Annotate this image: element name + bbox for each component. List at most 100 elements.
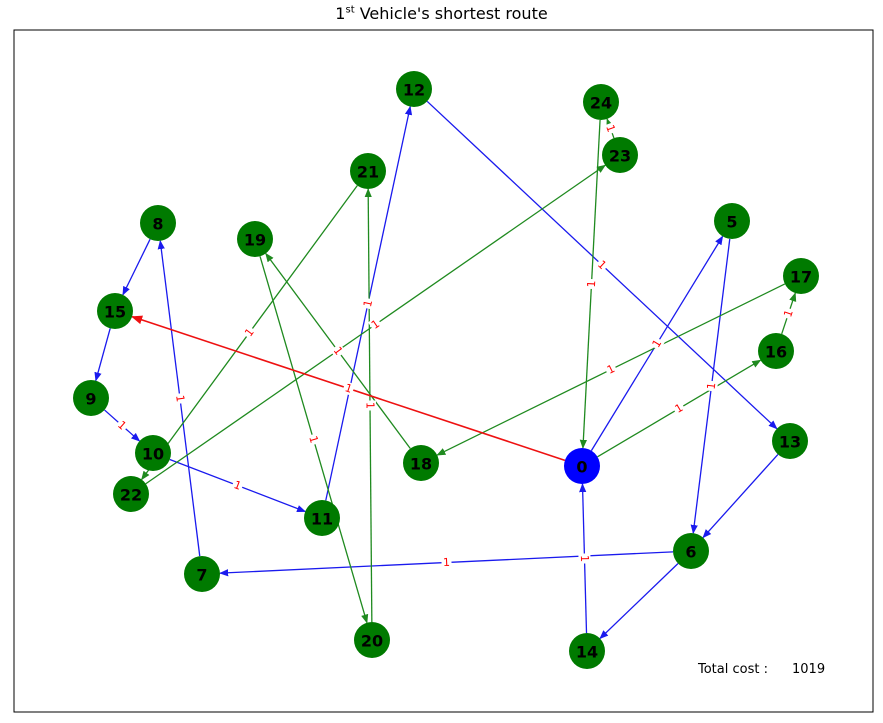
node-label-8: 8: [152, 215, 163, 234]
edge-label-bg-16-17: [781, 306, 796, 321]
title-text: Vehicle's shortest route: [354, 4, 548, 23]
node-label-0: 0: [576, 458, 587, 477]
edge-13-6: [702, 453, 779, 539]
node-label-22: 22: [120, 486, 142, 505]
edge-label-19-20: 1: [306, 434, 320, 444]
edge-label-bg-14-0: [578, 553, 591, 564]
node-circle-24: [583, 84, 619, 120]
node-circle-7: [184, 556, 220, 592]
edge-label-bg-23-24: [603, 121, 618, 136]
node-circle-9: [73, 380, 109, 416]
edge-label-bg-10-11: [230, 478, 245, 493]
edge-label-bg-5-6: [704, 380, 719, 392]
edge-label-bg-18-19: [330, 343, 346, 359]
edge-label-bg-0-15: [341, 381, 356, 396]
node-6: 6: [673, 533, 709, 569]
node-11: 11: [304, 500, 340, 536]
node-label-12: 12: [403, 81, 425, 100]
node-9: 9: [73, 380, 109, 416]
edge-label-16-17: 1: [781, 308, 796, 319]
title-ordinal-suffix: st: [345, 4, 355, 16]
edge-label-10-11: 1: [232, 478, 243, 493]
node-16: 16: [758, 333, 794, 369]
node-circle-8: [140, 205, 176, 241]
edge-label-bg-17-18: [603, 361, 619, 378]
node-19: 19: [237, 221, 273, 257]
edge-label-24-0: 1: [585, 280, 598, 288]
edge-label-bg-24-0: [585, 278, 598, 290]
title-ordinal: 1: [335, 4, 346, 23]
node-circle-17: [783, 258, 819, 294]
edge-6-14: [599, 563, 679, 640]
edge-label-11-12: 1: [361, 299, 375, 309]
edge-label-14-0: 1: [578, 555, 591, 562]
node-circle-22: [113, 476, 149, 512]
node-label-15: 15: [104, 303, 126, 322]
node-label-19: 19: [244, 231, 266, 250]
node-circle-19: [237, 221, 273, 257]
node-label-6: 6: [685, 543, 696, 562]
node-circle-20: [354, 622, 390, 658]
node-label-16: 16: [765, 343, 787, 362]
node-label-17: 17: [790, 268, 812, 287]
node-circle-10: [135, 435, 171, 471]
node-label-18: 18: [410, 455, 432, 474]
edge-label-20-21: 1: [363, 402, 376, 409]
node-24: 24: [583, 84, 619, 120]
edge-label-5-6: 1: [705, 382, 719, 391]
edge-15-9: [94, 328, 111, 382]
node-circle-14: [569, 633, 605, 669]
node-label-5: 5: [726, 213, 737, 232]
edge-label-bg-6-7: [441, 556, 452, 569]
node-circle-0: [564, 448, 600, 484]
node-0: 0: [564, 448, 600, 484]
edge-label-0-15: 1: [343, 381, 354, 396]
node-label-13: 13: [779, 433, 801, 452]
edge-label-bg-20-21: [363, 400, 377, 411]
edge-label-bg-11-12: [361, 297, 375, 310]
node-circle-11: [304, 500, 340, 536]
edge-8-15: [122, 238, 151, 296]
node-12: 12: [396, 71, 432, 107]
node-label-10: 10: [142, 445, 164, 464]
node-5: 5: [714, 203, 750, 239]
node-7: 7: [184, 556, 220, 592]
node-circle-23: [602, 137, 638, 173]
node-23: 23: [602, 137, 638, 173]
total-cost-value: 1019: [792, 662, 825, 677]
node-circle-16: [758, 333, 794, 369]
node-circle-12: [396, 71, 432, 107]
node-label-11: 11: [311, 510, 333, 529]
edge-label-bg-0-5: [649, 336, 665, 351]
node-8: 8: [140, 205, 176, 241]
node-circle-21: [350, 153, 386, 189]
edge-label-23-24: 1: [603, 123, 618, 134]
plot-frame: [13, 29, 874, 713]
edge-label-bg-9-10: [114, 417, 130, 434]
node-17: 17: [783, 258, 819, 294]
node-13: 13: [772, 423, 808, 459]
node-circle-5: [714, 203, 750, 239]
edge-label-bg-7-8: [173, 392, 187, 405]
node-10: 10: [135, 435, 171, 471]
total-cost-label: Total cost :: [697, 662, 768, 677]
node-label-24: 24: [590, 94, 612, 113]
edge-label-bg-0-16: [671, 400, 687, 417]
node-label-23: 23: [609, 147, 631, 166]
node-20: 20: [354, 622, 390, 658]
node-circle-6: [673, 533, 709, 569]
node-22: 22: [113, 476, 149, 512]
node-label-9: 9: [85, 390, 96, 409]
node-label-7: 7: [196, 566, 207, 585]
node-label-20: 20: [361, 632, 383, 651]
edge-label-bg-19-20: [306, 433, 321, 446]
node-circle-18: [403, 445, 439, 481]
node-circle-15: [97, 293, 133, 329]
node-15: 15: [97, 293, 133, 329]
chart-title: 1st Vehicle's shortest route: [0, 4, 883, 23]
edge-label-bg-21-22: [241, 324, 258, 341]
node-21: 21: [350, 153, 386, 189]
